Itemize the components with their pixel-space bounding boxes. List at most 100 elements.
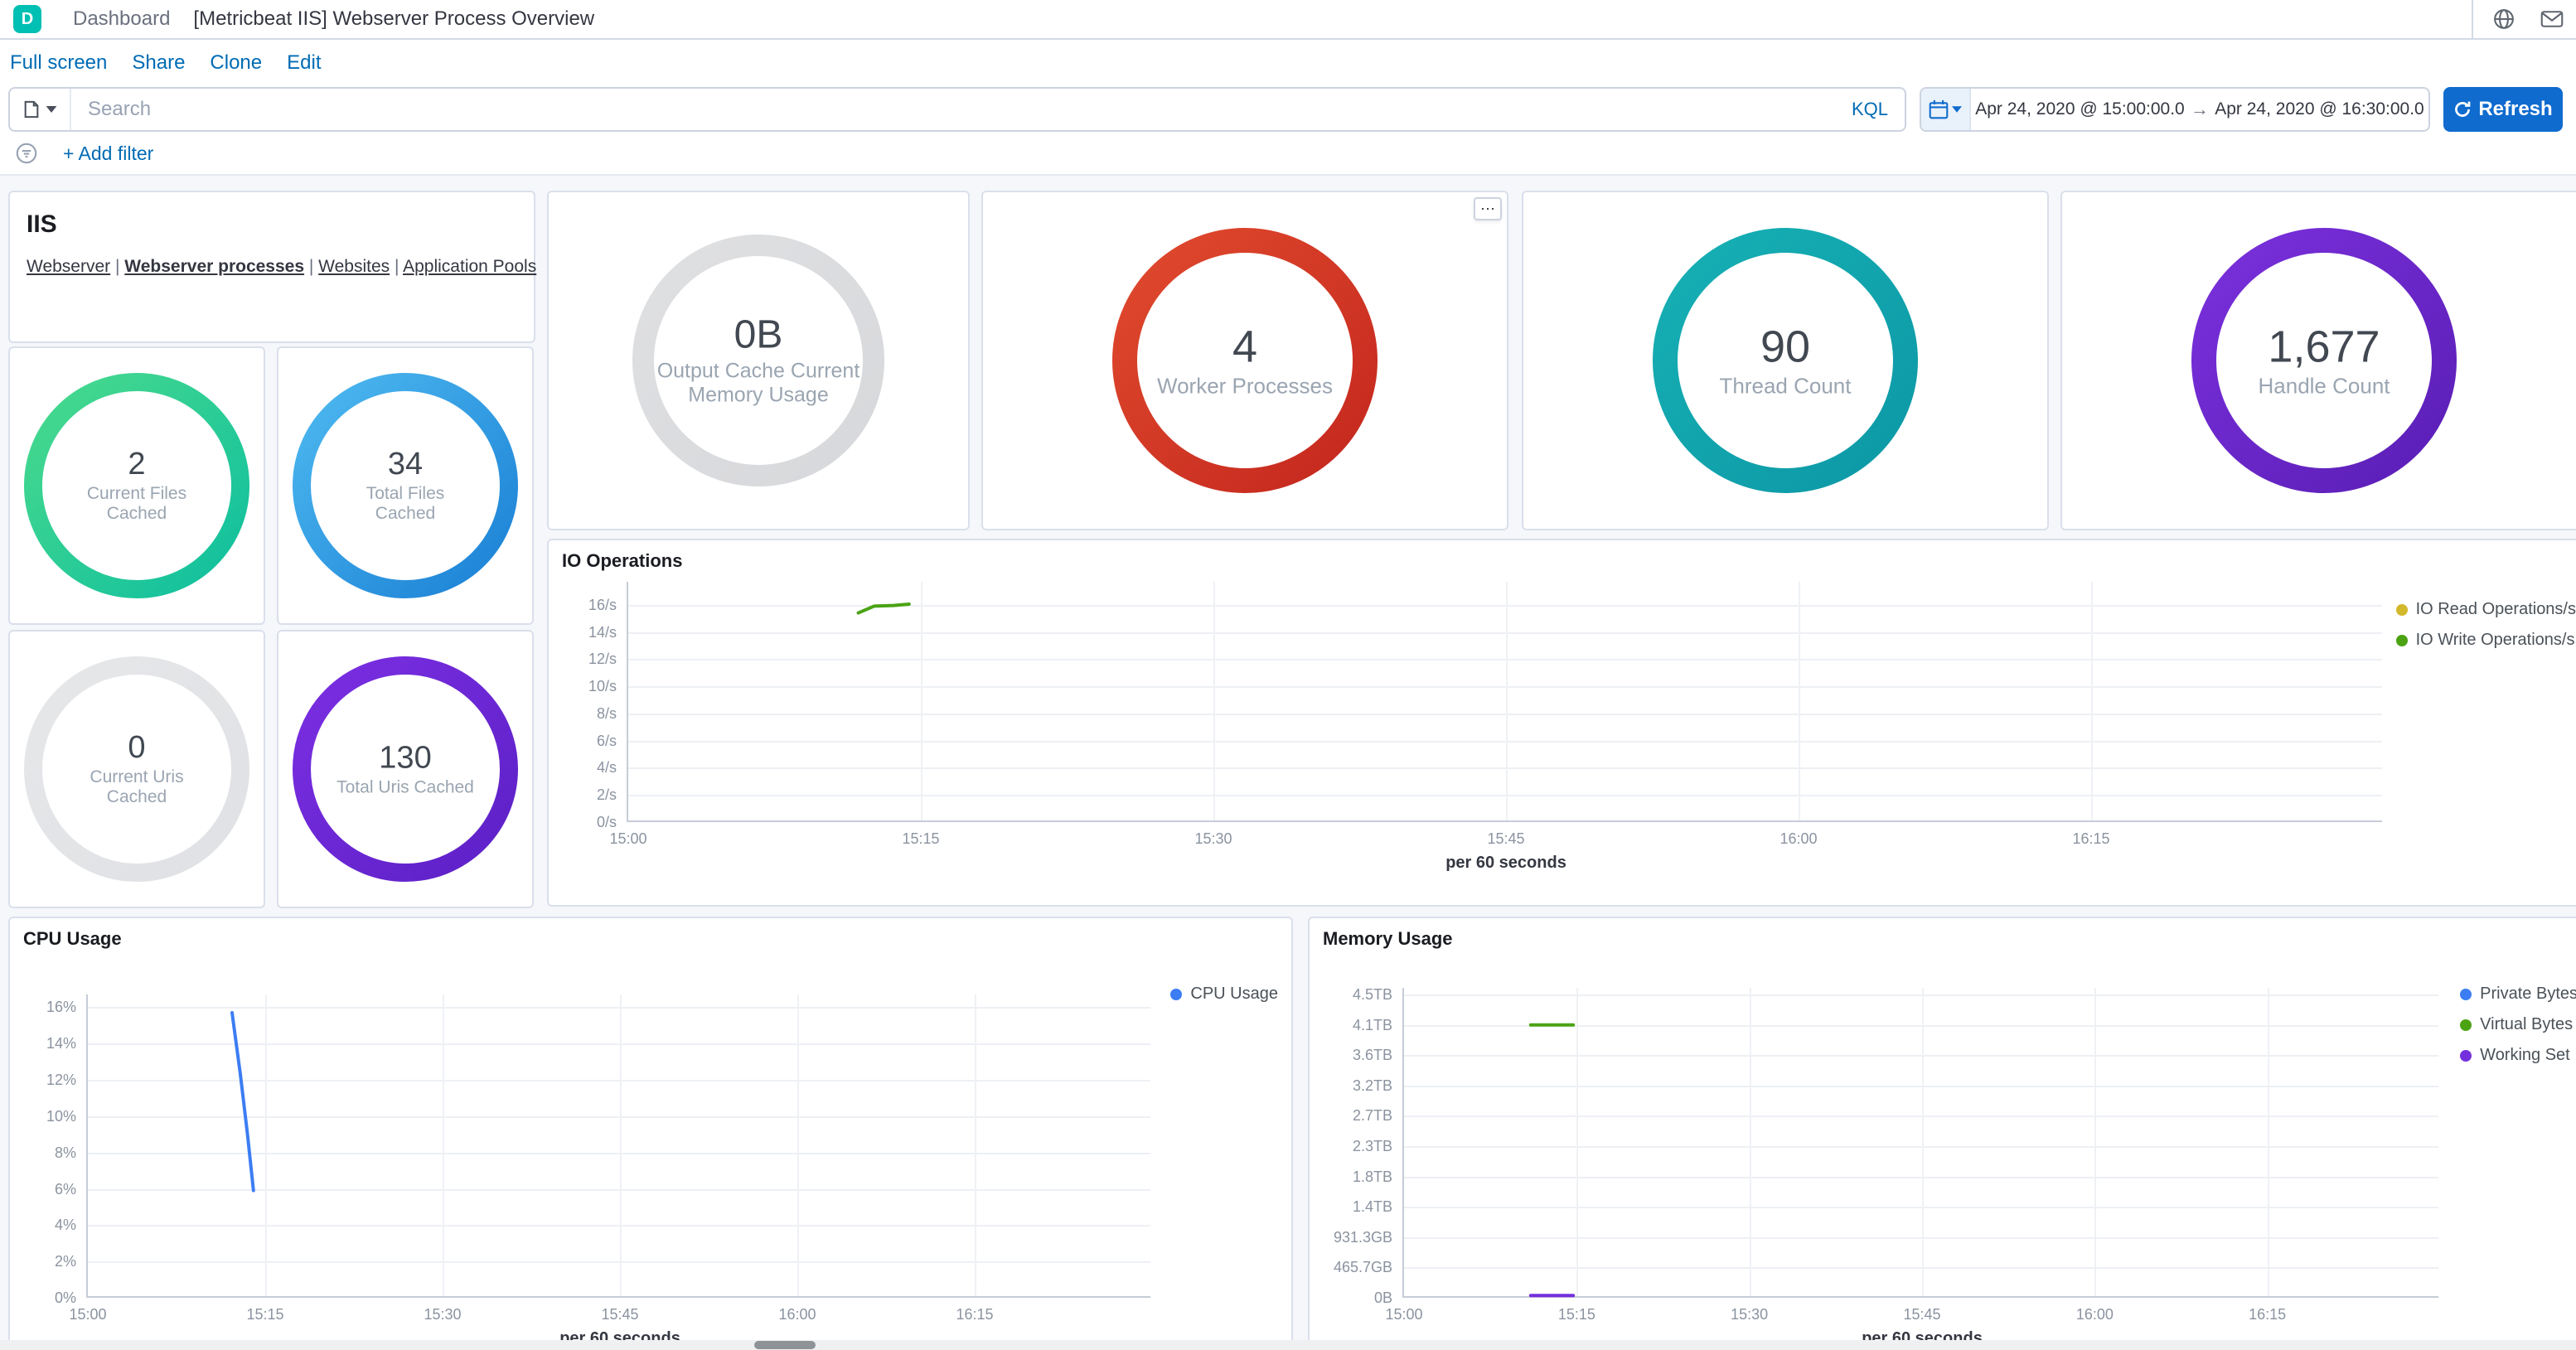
y-tick-label: 12% <box>46 1072 76 1088</box>
gridline-horizontal <box>88 1115 1150 1118</box>
y-tick-label: 931.3GB <box>1333 1228 1392 1246</box>
iis-link-webserver-processes[interactable]: Webserver processes <box>124 257 305 276</box>
gridline-vertical <box>1922 988 1924 1296</box>
gauge-value: 130 <box>379 740 432 776</box>
date-range-picker: Apr 24, 2020 @ 15:00:00.0 → Apr 24, 2020… <box>1920 87 2430 132</box>
gauge-ring-svg <box>1112 228 1378 493</box>
gauge-ring-svg <box>1653 228 1918 493</box>
legend-item-virtual-bytes[interactable]: Virtual Bytes <box>2460 1015 2576 1034</box>
series-line-cpu-usage <box>230 1011 255 1193</box>
panel-options-button[interactable]: ⋯ <box>1474 197 1502 220</box>
horizontal-scrollbar <box>0 1340 2576 1350</box>
gauge-value: 0 <box>128 729 146 765</box>
panel-cpu-usage: CPU Usage 0% 2% 4% 6% 8% 10% 12% 14% 16% 15:00 15:… <box>8 917 1293 1350</box>
y-tick-label: 1.8TB <box>1352 1168 1392 1185</box>
gridline-horizontal <box>1404 1236 2438 1239</box>
iis-link-application-pools[interactable]: Application Pools <box>403 257 537 276</box>
gridline-vertical <box>443 994 444 1296</box>
search-input[interactable] <box>71 98 1852 121</box>
gridline-horizontal <box>628 631 2382 634</box>
link-separator: | <box>390 257 404 276</box>
gridline-vertical <box>1213 582 1215 820</box>
y-tick-label: 16% <box>46 999 76 1016</box>
header-divider <box>2472 0 2473 39</box>
gridline-horizontal <box>628 659 2382 661</box>
filter-options-button[interactable] <box>13 133 40 173</box>
help-menu-button[interactable] <box>2480 0 2528 39</box>
toolbar-link-edit[interactable]: Edit <box>287 51 322 74</box>
chart-series-canvas <box>1528 1023 1576 1298</box>
x-tick-label: 15:15 <box>246 1306 284 1323</box>
chart-legend: IO Read Operations/s IO Write Operations/… <box>2395 600 2576 650</box>
gauge-ring: 130 Total Uris Cached <box>278 631 532 907</box>
link-separator: | <box>110 257 125 276</box>
gauge-panel-current-files-cached: 2 Current Files Cached <box>8 346 265 625</box>
space-avatar[interactable]: D <box>13 5 41 33</box>
app-header: D Dashboard [Metricbeat IIS] Webserver P… <box>0 0 2576 40</box>
legend-dot-icon <box>1170 988 1183 1000</box>
gridline-horizontal <box>1404 1176 2438 1178</box>
gridline-horizontal <box>1404 1115 2438 1118</box>
y-tick-label: 8/s <box>596 705 617 722</box>
legend-item-private-bytes[interactable]: Private Bytes <box>2460 985 2576 1004</box>
legend-item-io-read-operations-s[interactable]: IO Read Operations/s <box>2395 600 2576 619</box>
legend-dot-icon <box>2460 988 2472 1000</box>
chart-series-canvas <box>230 1011 255 1193</box>
gridline-horizontal <box>1404 1267 2438 1270</box>
x-tick-label: 15:00 <box>69 1306 107 1323</box>
date-end[interactable]: Apr 24, 2020 @ 16:30:00.0 <box>2215 99 2424 119</box>
gridline-horizontal <box>88 1225 1150 1227</box>
gridline-vertical <box>2267 988 2269 1296</box>
y-tick-label: 465.7GB <box>1333 1259 1392 1276</box>
x-tick-label: 15:00 <box>1385 1306 1423 1323</box>
iis-link-webserver[interactable]: Webserver <box>27 257 111 276</box>
toolbar-link-share[interactable]: Share <box>132 51 186 74</box>
gauge-panel-handle-count: 1,677 Handle Count <box>2060 191 2576 530</box>
add-filter-button[interactable]: + Add filter <box>63 142 154 164</box>
gridline-vertical <box>1576 988 1579 1296</box>
kql-language-button[interactable]: KQL <box>1851 99 1888 119</box>
newsfeed-button[interactable] <box>2528 0 2576 39</box>
breadcrumb-dashboard[interactable]: Dashboard <box>73 7 171 30</box>
legend-item-io-write-operations-s[interactable]: IO Write Operations/s <box>2395 631 2576 650</box>
dashboard-toolbar: Full screen Share Clone Edit <box>0 40 2576 86</box>
legend-label: Working Set <box>2480 1046 2570 1064</box>
gauge-value: 34 <box>387 446 424 481</box>
gauge-value: 90 <box>1760 322 1811 372</box>
saved-query-menu-button[interactable] <box>10 89 71 130</box>
toolbar-link-full-screen[interactable]: Full screen <box>10 51 108 74</box>
gauge-ring-svg <box>293 373 518 598</box>
y-tick-label: 12/s <box>588 651 617 668</box>
date-start[interactable]: Apr 24, 2020 @ 15:00:00.0 <box>1975 99 2185 119</box>
search-box: KQL <box>8 87 1906 132</box>
legend-item-cpu-usage[interactable]: CPU Usage <box>1170 985 1278 1004</box>
y-tick-label: 14% <box>46 1035 76 1052</box>
x-tick-label: 15:15 <box>1557 1306 1595 1323</box>
toolbar-link-clone[interactable]: Clone <box>210 51 263 74</box>
x-tick-label: 15:45 <box>1487 830 1525 847</box>
date-quick-select-button[interactable] <box>1921 89 1971 130</box>
dashboard-grid: IIS Webserver | Webserver processes | We… <box>0 176 2576 1350</box>
refresh-button[interactable]: Refresh <box>2443 87 2563 132</box>
gauge-ring: 2 Current Files Cached <box>10 348 264 623</box>
y-tick-label: 0% <box>54 1290 76 1306</box>
gridline-horizontal <box>628 795 2382 797</box>
x-axis-title: per 60 seconds <box>1445 854 1566 872</box>
scrollbar-thumb[interactable] <box>754 1341 816 1349</box>
x-tick-label: 15:30 <box>424 1306 462 1323</box>
y-tick-label: 1.4TB <box>1352 1198 1392 1216</box>
gauge-label: Worker Processes <box>1157 373 1333 399</box>
legend-item-working-set[interactable]: Working Set <box>2460 1046 2576 1065</box>
gauge-ring: 1,677 Handle Count <box>2062 192 2576 529</box>
gauge-panel-output-cache-current-memory-usage: 0B Output Cache Current Memory Usage <box>547 191 970 530</box>
y-tick-label: 4.5TB <box>1352 986 1392 1004</box>
range-arrow-icon: → <box>2191 99 2209 119</box>
gridline-horizontal <box>1404 994 2438 997</box>
gauge-ring: 0 Current Uris Cached <box>10 631 264 907</box>
gauge-ring: 0B Output Cache Current Memory Usage <box>549 192 968 529</box>
y-tick-label: 2% <box>54 1253 76 1270</box>
caret-down-icon <box>1952 106 1962 113</box>
iis-link-websites[interactable]: Websites <box>318 257 390 276</box>
gridline-vertical <box>2091 582 2093 820</box>
gridline-vertical <box>975 994 976 1296</box>
